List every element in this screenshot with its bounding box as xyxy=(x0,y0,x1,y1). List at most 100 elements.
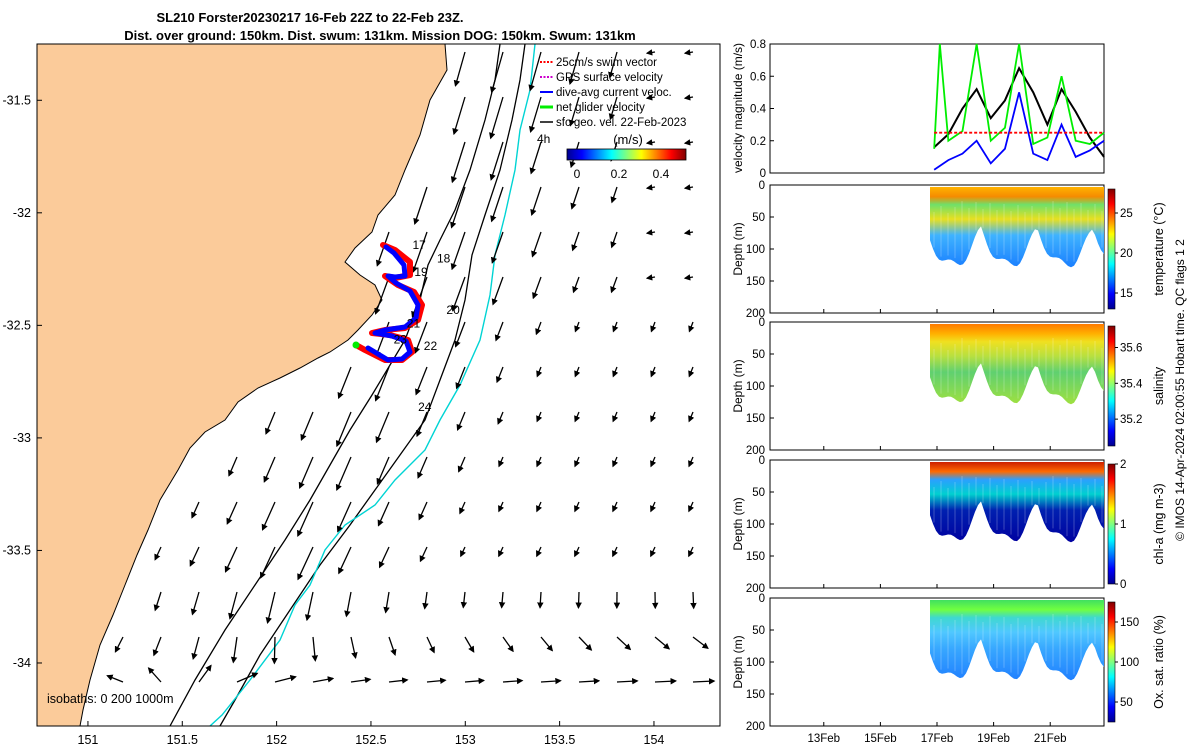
surface-velocity-arrow xyxy=(654,636,671,650)
section-y-tick-label: 0 xyxy=(759,593,765,605)
surface-velocity-arrow xyxy=(535,321,542,336)
section-y-tick-label: 50 xyxy=(752,487,765,499)
surface-velocity-arrow xyxy=(344,591,352,618)
surface-velocity-arrow xyxy=(374,276,390,315)
surface-velocity-arrow xyxy=(460,546,466,558)
velocity-y-tick-label: 0.8 xyxy=(750,39,766,51)
surface-velocity-arrow xyxy=(650,366,657,378)
surface-velocity-arrow xyxy=(304,591,314,622)
surface-velocity-arrow xyxy=(536,456,543,468)
surface-velocity-arrow xyxy=(645,184,656,191)
surface-velocity-arrow xyxy=(502,636,514,653)
section-y-tick-label: 150 xyxy=(746,551,765,563)
map-axes: 151 151.5 152 152.5 153 153.5 154 -31.5 -32 -32.5… xyxy=(3,93,665,747)
surface-velocity-arrow xyxy=(612,456,619,468)
section-colorbar-tick-label: 25 xyxy=(1120,208,1133,220)
surface-velocity-arrow xyxy=(683,49,694,56)
map-x-tick-label: 151.5 xyxy=(167,733,198,747)
surface-velocity-arrow xyxy=(574,546,580,558)
map-y-tick-label: -31.5 xyxy=(3,93,32,107)
section-y-tick-label: 0 xyxy=(759,180,765,192)
section-colorbar-tick-label: 1 xyxy=(1120,519,1126,531)
map-colorbar-bar xyxy=(566,148,687,161)
figure-title-line1: SL210 Forster20230217 16-Feb 22Z to 22-F… xyxy=(156,10,463,25)
isobath-label: isobaths: 0 200 1000m xyxy=(47,692,173,706)
surface-velocity-arrow xyxy=(578,677,601,685)
map-frame xyxy=(36,43,721,727)
section-y-tick-label: 50 xyxy=(752,349,765,361)
map-x-tick-label: 152.5 xyxy=(355,733,386,747)
surface-velocity-arrow xyxy=(608,51,618,79)
track-label: 18 xyxy=(437,251,451,265)
glider-track xyxy=(352,242,425,363)
map-y-tick-label: -32.5 xyxy=(3,318,32,332)
section-colorbar-tick-label: 15 xyxy=(1120,288,1133,300)
surface-velocity-arrow xyxy=(683,229,694,236)
surface-velocity-arrow xyxy=(452,96,466,136)
section-x-tick-label: 19Feb xyxy=(977,733,1010,745)
surface-velocity-arrow xyxy=(610,186,618,204)
surface-velocity-arrow xyxy=(350,636,358,659)
surface-velocity-arrow xyxy=(226,501,238,525)
track-label: 21 xyxy=(407,317,421,331)
surface-velocity-arrow xyxy=(375,231,390,267)
surface-velocity-arrow xyxy=(572,276,580,294)
section-y-tick-label: 100 xyxy=(746,381,765,393)
surface-velocity-arrow xyxy=(494,321,504,342)
surface-velocity-arrow xyxy=(230,636,238,664)
surface-velocity-arrow xyxy=(568,51,580,86)
surface-velocity-arrow xyxy=(491,276,504,306)
surface-velocity-arrow xyxy=(688,456,695,468)
surface-velocity-arrow xyxy=(692,636,709,650)
section-y-tick-label: 150 xyxy=(746,276,765,288)
surface-velocity-arrow xyxy=(411,231,428,274)
map-x-tick-label: 154 xyxy=(644,733,665,747)
surface-velocity-arrow xyxy=(528,96,542,133)
section-ylabel: Depth (m) xyxy=(731,359,745,412)
surface-velocity-arrow xyxy=(457,456,466,473)
surface-velocity-arrow xyxy=(610,276,618,294)
surface-velocity-arrow xyxy=(450,186,466,229)
section-y-tick-label: 200 xyxy=(746,721,765,733)
surface-velocity-arrow xyxy=(683,94,694,101)
surface-velocity-arrow xyxy=(191,636,200,660)
map-colorbar-label: (m/s) xyxy=(613,132,643,147)
surface-velocity-arrow xyxy=(688,546,694,558)
surface-velocity-arrow xyxy=(271,636,278,665)
surface-velocity-arrow xyxy=(416,411,428,438)
surface-velocity-arrow xyxy=(189,546,200,567)
section-y-tick-label: 200 xyxy=(746,308,765,320)
section-y-tick-label: 0 xyxy=(759,317,765,329)
surface-velocity-arrow xyxy=(338,546,352,575)
section-colorbar-tick-label: 35.6 xyxy=(1120,342,1142,354)
section-y-tick-label: 50 xyxy=(752,212,765,224)
surface-velocity-arrow xyxy=(274,674,297,683)
surface-velocity-arrow xyxy=(311,636,319,662)
surface-velocity-arrow xyxy=(683,184,694,191)
surface-velocity-arrow xyxy=(265,591,276,625)
surface-velocity-arrow xyxy=(612,501,619,513)
surface-velocity-arrow xyxy=(570,186,580,210)
surface-velocity-arrow xyxy=(692,678,716,685)
surface-velocity-arrow xyxy=(154,546,162,561)
section-panel-temperature: 0 50 100 150 200 Depth (m) 15 20 25 temperature (… xyxy=(731,180,1166,320)
surface-velocity-arrow xyxy=(464,636,475,653)
section-x-tick-label: 21Feb xyxy=(1034,733,1067,745)
legend-label-gps-velocity: GPS surface velocity xyxy=(556,72,663,84)
section-colorbar-tick-label: 35.4 xyxy=(1120,378,1143,390)
surface-velocity-arrow xyxy=(259,546,276,579)
surface-velocity-arrow xyxy=(574,456,581,468)
section-colorbar xyxy=(1107,463,1116,585)
map-colorbar: (m/s) 0 0.2 0.4 xyxy=(566,132,687,181)
surface-velocity-arrow xyxy=(426,677,447,684)
map-y-tick-label: -34 xyxy=(13,656,31,670)
track-label: 23 xyxy=(394,332,408,346)
surface-velocity-arrow xyxy=(456,411,466,432)
map-y-tick-label: -32 xyxy=(13,206,31,220)
surface-velocity-arrow xyxy=(414,321,428,354)
track-label: 17 xyxy=(412,238,426,252)
surface-velocity-arrow xyxy=(336,501,352,533)
surface-velocity-arrow xyxy=(645,49,656,56)
track-label: 4h xyxy=(537,132,550,146)
